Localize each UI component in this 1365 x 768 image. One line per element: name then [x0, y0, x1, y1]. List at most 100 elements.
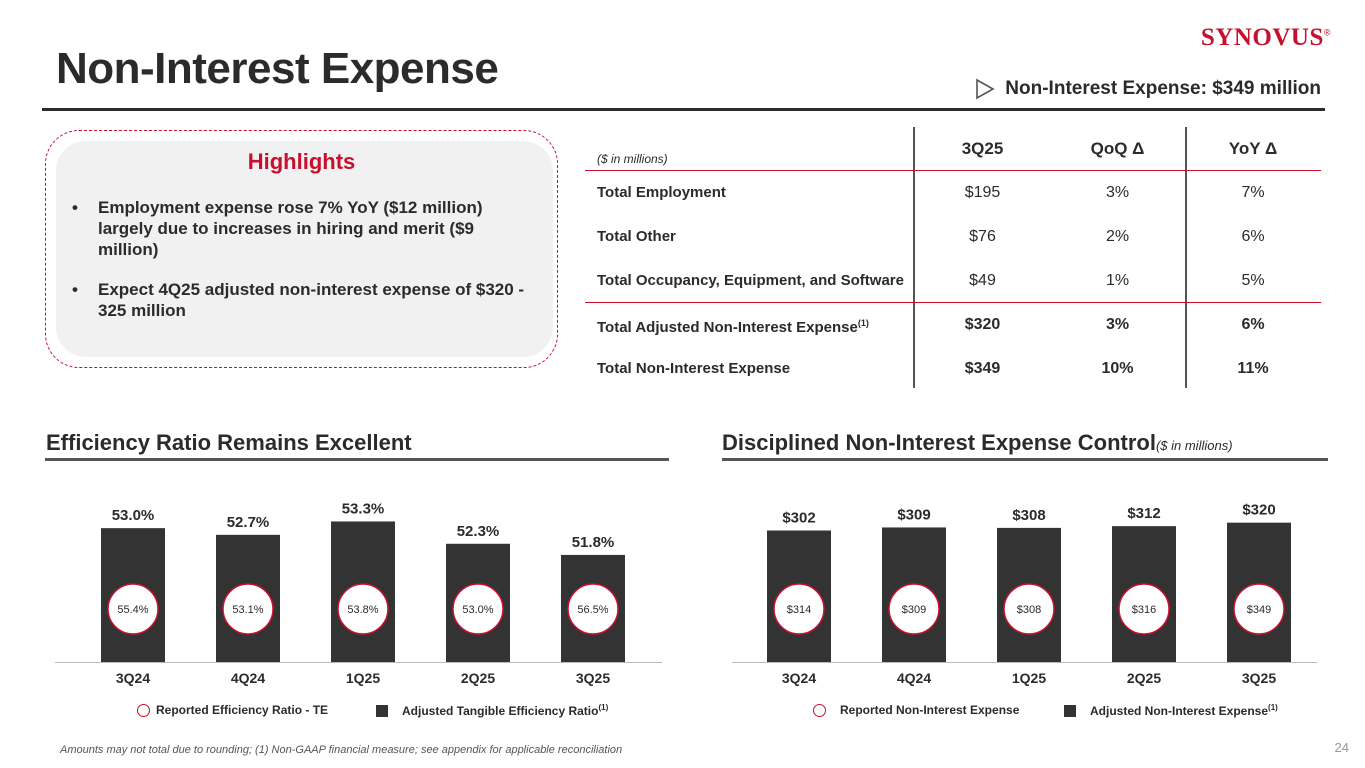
reported-value-marker: [773, 583, 825, 635]
x-tick-label: 2Q25: [1127, 670, 1161, 686]
section-rule: [722, 458, 1328, 461]
table-row: Total Occupancy, Equipment, and Software…: [585, 259, 1321, 303]
x-tick-label: 3Q24: [782, 670, 816, 686]
cell-value: 7%: [1241, 184, 1265, 201]
page-title: Non-Interest Expense: [56, 44, 499, 93]
cell-value: $349: [964, 360, 1001, 377]
bar-value-label: 53.3%: [342, 500, 385, 517]
reported-value-label: $314: [787, 604, 811, 616]
reported-value-label: $316: [1132, 604, 1156, 616]
callout-text: Non-Interest Expense: $349 million: [1005, 78, 1321, 99]
legend-item-reported-expense: Reported Non-Interest Expense: [813, 703, 1019, 717]
highlight-bullet: Expect 4Q25 adjusted non-interest expens…: [70, 279, 525, 321]
reported-value-marker: [337, 583, 389, 635]
square-legend-icon: [376, 704, 388, 717]
cell-value: $320: [964, 316, 1001, 333]
reported-value-marker: [1003, 583, 1055, 635]
table-unit-note: ($ in millions): [597, 151, 668, 166]
highlights-title: Highlights: [247, 149, 356, 174]
cell-value: 5%: [1241, 271, 1265, 289]
highlights-box: Highlights Employment expense rose 7% Yo…: [45, 130, 558, 368]
reported-value-label: $308: [1017, 604, 1041, 616]
x-tick-label: 1Q25: [346, 670, 380, 686]
x-tick-label: 2Q25: [461, 670, 495, 686]
square-legend-icon: [1064, 704, 1076, 717]
cell-value: $49: [969, 271, 996, 289]
bar-value-label: $309: [897, 506, 930, 523]
row-label: Total Non-Interest Expense: [597, 360, 791, 377]
table-row: Total Other $76 2% 6%: [585, 215, 1321, 259]
legend-label-text: Adjusted Non-Interest Expense: [1090, 704, 1269, 718]
expense-section-title-text: Disciplined Non-Interest Expense Control: [722, 430, 1156, 455]
reported-value-label: $309: [902, 604, 926, 616]
triangle-pointer-icon: [976, 78, 995, 100]
bar-value-label: $302: [782, 509, 815, 526]
cell-value: 6%: [1241, 316, 1265, 333]
row-label: Total Employment: [597, 184, 726, 201]
legend-label: Reported Efficiency Ratio - TE: [156, 703, 329, 717]
bar-value-label: $308: [1012, 507, 1045, 524]
legend-label: Adjusted Tangible Efficiency Ratio(1): [402, 703, 608, 718]
efficiency-ratio-chart: 53.0% 55.4% 3Q24 52.7% 53.1% 4Q24 53.3% 53.8% 1Q…: [55, 500, 662, 686]
legend-label: Adjusted Non-Interest Expense(1): [1090, 703, 1278, 718]
bar-value-label: 51.8%: [572, 534, 615, 551]
reported-value-marker: [222, 583, 274, 635]
cell-value: $195: [964, 184, 1001, 201]
highlight-bullet: Employment expense rose 7% YoY ($12 mill…: [70, 197, 525, 260]
cell-value: $76: [969, 228, 996, 245]
row-label-text: Total Adjusted Non-Interest Expense: [597, 318, 858, 336]
x-tick-label: 4Q24: [897, 670, 931, 686]
cell-value: 11%: [1237, 360, 1269, 377]
reported-value-marker: [888, 583, 940, 635]
legend-label: Reported Non-Interest Expense: [840, 703, 1020, 717]
legend-label-text: Adjusted Tangible Efficiency Ratio: [402, 704, 599, 718]
title-rule: [42, 108, 1325, 111]
column-header: QoQ Δ: [1090, 138, 1145, 158]
x-tick-label: 3Q24: [116, 670, 150, 686]
column-header: 3Q25: [961, 138, 1004, 158]
bar-value-label: $312: [1127, 505, 1160, 522]
cell-value: 10%: [1101, 360, 1134, 377]
row-label: Total Adjusted Non-Interest Expense(1): [585, 314, 915, 337]
cell-value: 2%: [1105, 228, 1130, 245]
efficiency-section-title: Efficiency Ratio Remains Excellent: [46, 430, 412, 455]
logo-text: SYNOVUS: [1200, 24, 1324, 51]
table-divider: [1185, 127, 1187, 388]
table-row: Total Non-Interest Expense $349 10% 11%: [585, 347, 1321, 391]
expense-table: ($ in millions) 3Q25 QoQ Δ YoY Δ Total E…: [585, 127, 1321, 391]
footnote-marker: (1): [857, 317, 869, 328]
row-label: Total Occupancy, Equipment, and Software: [597, 271, 904, 289]
legend-item-reported-efficiency: Reported Efficiency Ratio - TE: [137, 703, 328, 717]
expense-section-subtitle: ($ in millions): [1155, 438, 1233, 453]
section-rule: [45, 458, 669, 461]
x-tick-label: 4Q24: [231, 670, 265, 686]
table-divider: [913, 127, 915, 388]
reported-value-marker: [107, 583, 159, 635]
synovus-logo: SYNOVUS®: [1201, 24, 1331, 52]
reported-value-marker: [452, 583, 504, 635]
reported-value-label: 55.4%: [117, 604, 148, 616]
legend-item-adjusted-expense: Adjusted Non-Interest Expense(1): [1064, 703, 1278, 718]
reported-value-label: 56.5%: [577, 604, 608, 616]
footnote: Amounts may not total due to rounding; (…: [60, 744, 623, 756]
circle-legend-icon: [137, 703, 150, 717]
x-tick-label: 3Q25: [576, 670, 610, 686]
reported-value-label: 53.8%: [347, 604, 378, 616]
expense-section-title: Disciplined Non-Interest Expense Control…: [722, 430, 1233, 456]
bar-value-label: 52.3%: [457, 523, 500, 540]
logo-registered-mark: ®: [1323, 27, 1331, 38]
table-row: Total Adjusted Non-Interest Expense(1) $…: [585, 303, 1321, 347]
cell-value: 3%: [1105, 184, 1130, 201]
table-row: Total Employment $195 3% 7%: [585, 171, 1321, 215]
reported-value-label: 53.0%: [462, 604, 493, 616]
reported-value-marker: [567, 583, 619, 635]
reported-value-label: 53.1%: [232, 604, 263, 616]
page-number: 24: [1334, 740, 1349, 755]
table-header-row: ($ in millions) 3Q25 QoQ Δ YoY Δ: [585, 127, 1321, 171]
cell-value: 1%: [1105, 271, 1130, 289]
reported-value-label: $349: [1247, 604, 1271, 616]
cell-value: 6%: [1241, 228, 1265, 245]
cell-value: 3%: [1105, 316, 1130, 333]
row-label: Total Other: [597, 228, 676, 245]
x-tick-label: 1Q25: [1012, 670, 1046, 686]
